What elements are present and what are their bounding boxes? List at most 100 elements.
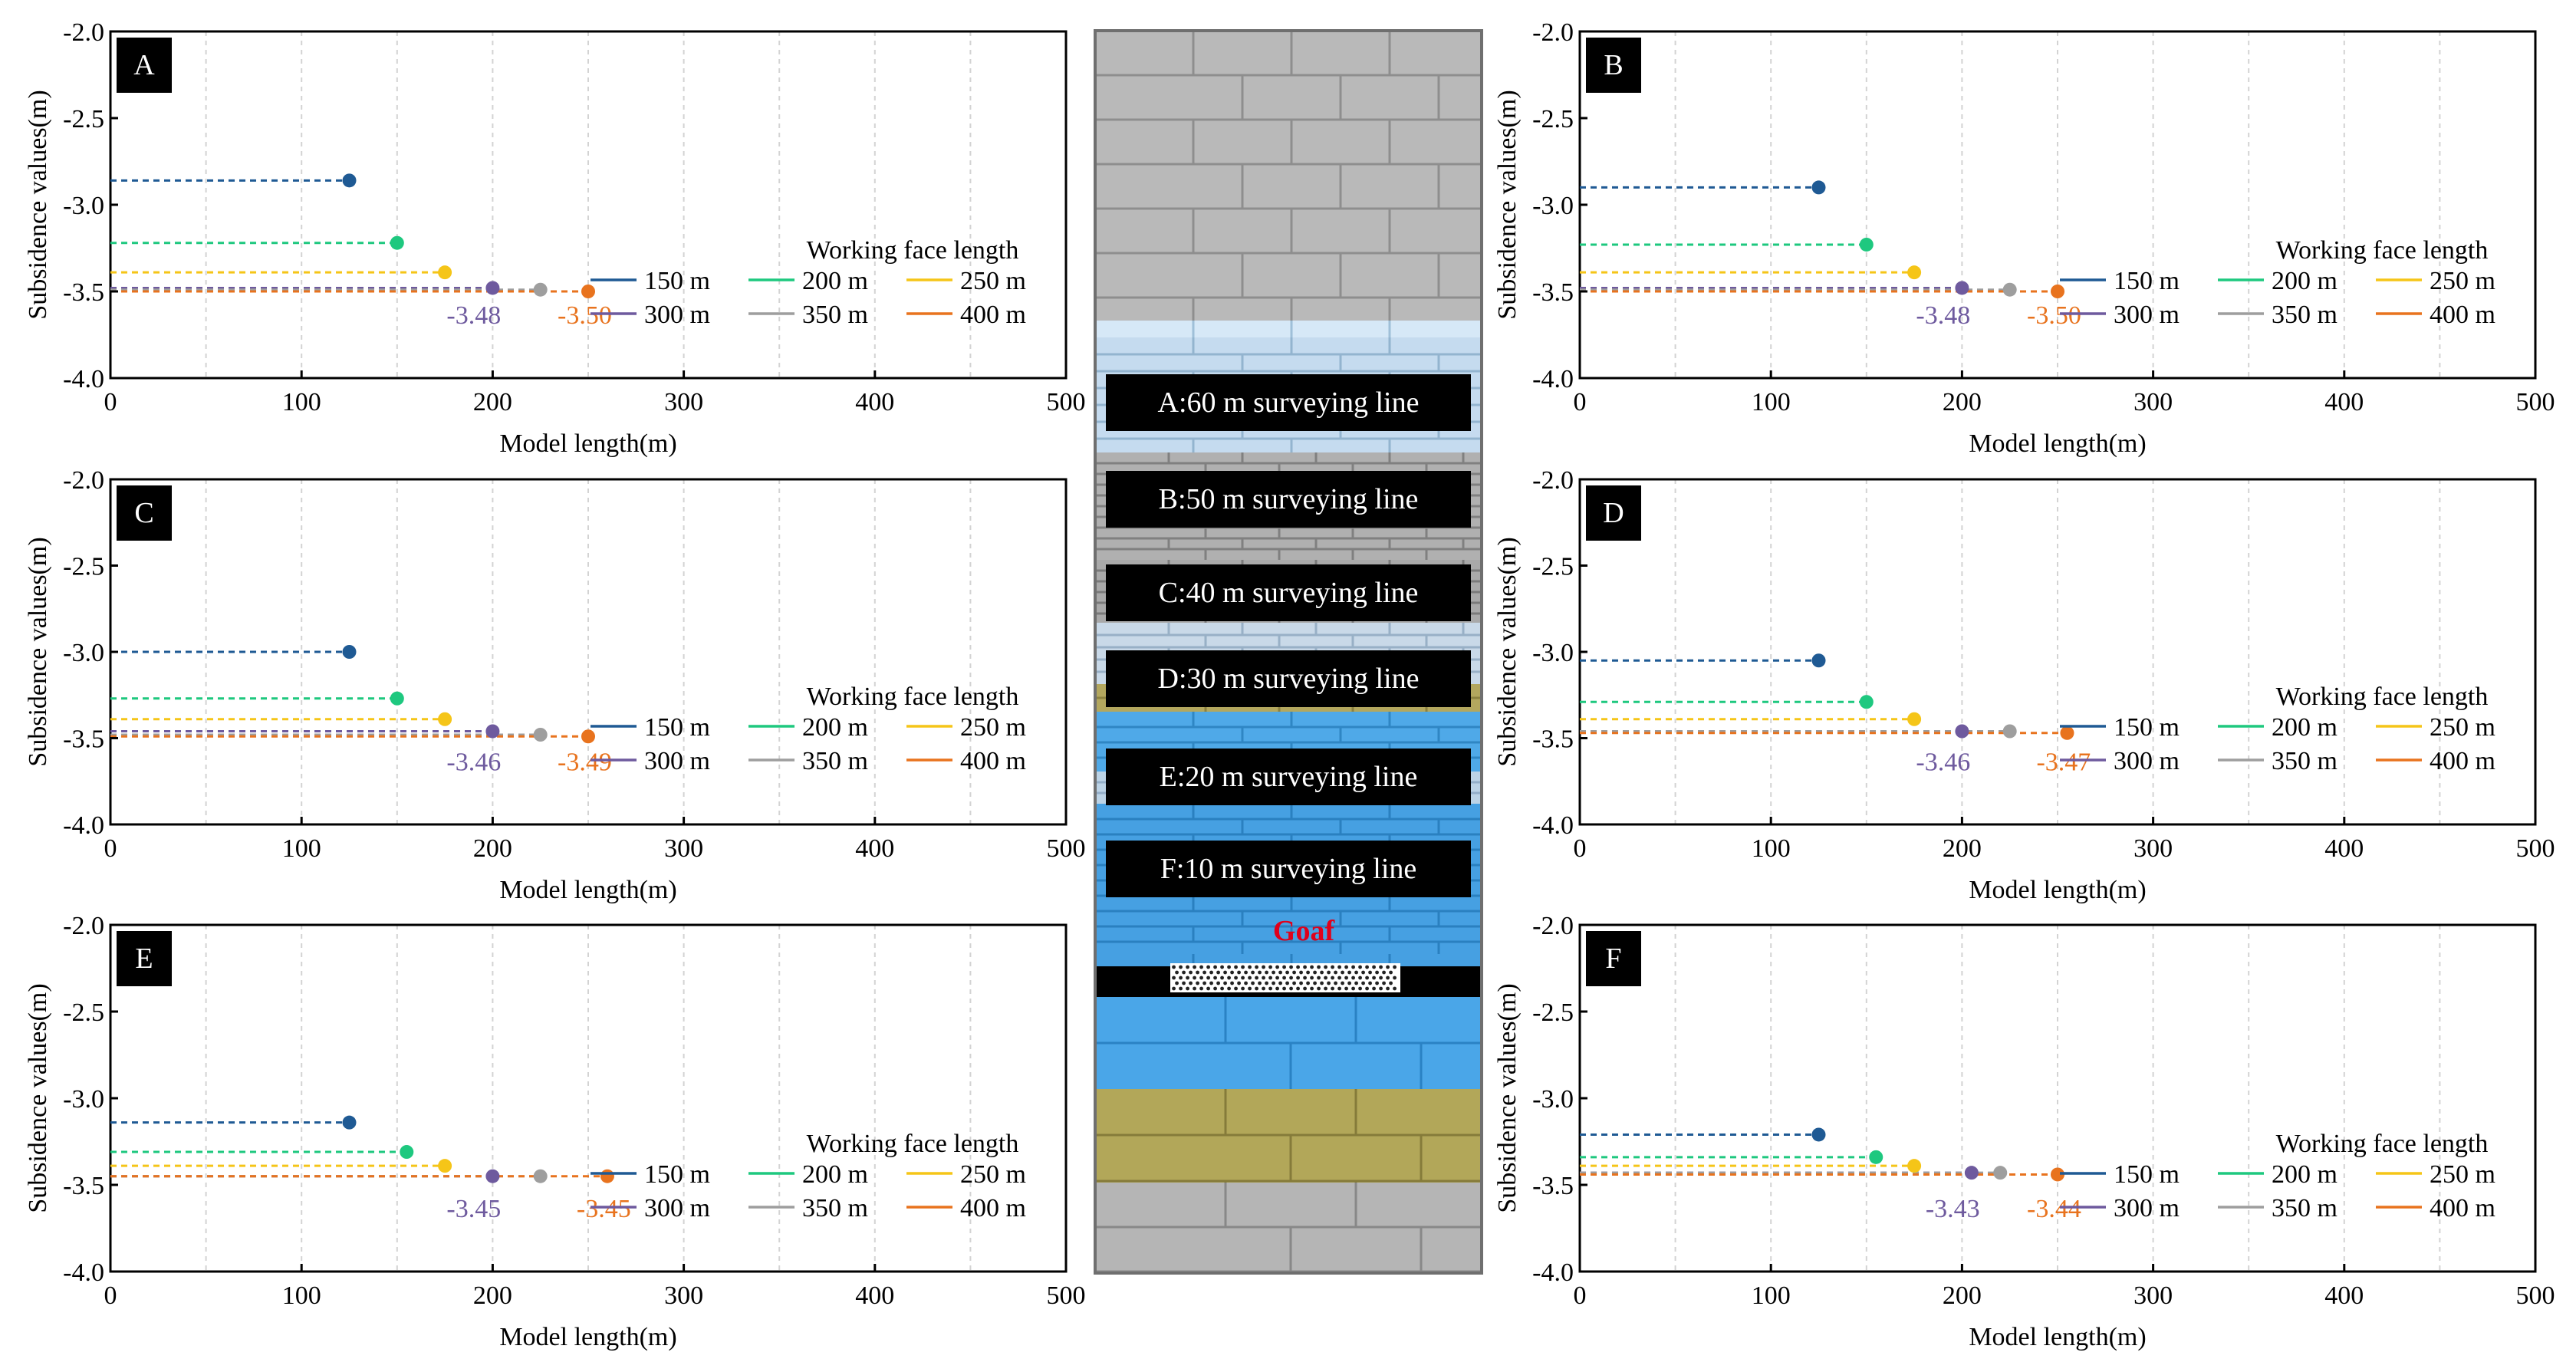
- y-tick-label: -3.0: [1532, 1085, 1574, 1114]
- y-tick-label: -3.0: [63, 639, 104, 667]
- gravel-dot: [1179, 976, 1183, 980]
- minimum-marker: [485, 1169, 500, 1183]
- gravel-dot: [1202, 970, 1206, 975]
- legend-label: 300 m: [644, 1194, 710, 1222]
- gravel-dot: [1351, 986, 1355, 991]
- y-tick-label: -3.5: [63, 1172, 104, 1200]
- gravel-dot: [1206, 986, 1210, 991]
- legend-label: 300 m: [644, 301, 710, 329]
- legend-label: 300 m: [2114, 747, 2180, 775]
- gravel-dot: [1237, 970, 1241, 975]
- panel-F: -3.43 -3.44 0 100 200 300 400 500 -2.0 -2.5 -3.0 -3…: [1493, 912, 2555, 1351]
- min-annotation: -3.50: [558, 301, 612, 330]
- gravel-dot: [1306, 970, 1310, 975]
- y-tick-label: -2.5: [63, 553, 104, 581]
- y-tick-label: -4.0: [1532, 811, 1574, 840]
- gravel-dot: [1317, 965, 1321, 969]
- x-axis-label: Model length(m): [1969, 876, 2146, 904]
- legend-label: 150 m: [2114, 267, 2180, 295]
- gravel-dot: [1248, 976, 1252, 980]
- gravel-dot: [1331, 965, 1334, 969]
- gravel-dot: [1368, 970, 1372, 975]
- gravel-dot: [1393, 976, 1397, 980]
- x-tick-label: 300: [664, 834, 703, 863]
- gravel-dot: [1337, 976, 1341, 980]
- y-tick-label: -2.0: [63, 912, 104, 940]
- legend-label: 150 m: [644, 267, 710, 295]
- gravel-dot: [1230, 970, 1234, 975]
- gravel-dot: [1272, 970, 1275, 975]
- strata-fill: [1095, 321, 1482, 337]
- gravel-dot: [1379, 976, 1383, 980]
- legend-label: 250 m: [960, 1160, 1026, 1189]
- panel-E: -3.45 -3.45 0 100 200 300 400 500 -2.0 -2.5 -3.0 -3…: [24, 912, 1086, 1351]
- legend-title: Working face length: [2276, 683, 2489, 711]
- y-axis-label: Subsidence values(m): [1493, 983, 1522, 1212]
- y-tick-label: -3.5: [63, 725, 104, 754]
- y-tick-label: -2.0: [63, 466, 104, 495]
- gravel-dot: [1175, 970, 1179, 975]
- x-tick-label: 500: [2516, 388, 2555, 416]
- gravel-dot: [1206, 965, 1210, 969]
- gravel-dot: [1209, 970, 1213, 975]
- minimum-marker: [2002, 724, 2017, 739]
- panel-B: -3.48 -3.50 0 100 200 300 400 500 -2.0 -2.5 -3.0 -3…: [1493, 18, 2555, 458]
- gravel-dot: [1199, 986, 1203, 991]
- minimum-marker: [1955, 724, 1969, 739]
- gravel-dot: [1372, 986, 1376, 991]
- x-tick-label: 500: [2516, 834, 2555, 863]
- gravel-dot: [1386, 965, 1390, 969]
- y-tick-label: -3.5: [1532, 1172, 1574, 1200]
- min-annotation: -3.48: [1916, 301, 1970, 330]
- gravel-dot: [1351, 976, 1355, 980]
- x-tick-label: 100: [282, 834, 321, 863]
- x-tick-label: 300: [664, 388, 703, 416]
- gravel-dot: [1386, 986, 1390, 991]
- gravel-dot: [1172, 965, 1176, 969]
- minimum-marker: [390, 235, 404, 250]
- gravel-dot: [1344, 986, 1348, 991]
- x-tick-label: 500: [1047, 1282, 1086, 1310]
- y-tick-label: -2.5: [1532, 553, 1574, 581]
- strata-layer: [1095, 1183, 1482, 1273]
- legend-title: Working face length: [807, 236, 1019, 265]
- x-tick-label: 200: [473, 834, 512, 863]
- gravel-dot: [1379, 965, 1383, 969]
- gravel-dot: [1331, 976, 1334, 980]
- gravel-dot: [1213, 976, 1217, 980]
- gravel-dot: [1196, 981, 1199, 985]
- x-tick-label: 200: [1943, 1282, 1982, 1310]
- minimum-marker: [390, 691, 404, 706]
- gravel-dot: [1313, 970, 1317, 975]
- gravel-dot: [1296, 986, 1300, 991]
- x-tick-label: 400: [2324, 388, 2364, 416]
- gravel-dot: [1220, 986, 1224, 991]
- y-tick-label: -2.0: [1532, 912, 1574, 940]
- gravel-dot: [1216, 981, 1220, 985]
- x-tick-label: 500: [1047, 834, 1086, 863]
- gravel-dot: [1220, 965, 1224, 969]
- goaf-gravel: [1170, 963, 1400, 992]
- gravel-dot: [1347, 981, 1351, 985]
- gravel-dot: [1186, 965, 1189, 969]
- legend-label: 350 m: [802, 1194, 868, 1222]
- gravel-dot: [1386, 976, 1390, 980]
- gravel-dot: [1255, 976, 1258, 980]
- gravel-dot: [1258, 970, 1262, 975]
- legend: Working face length 150 m 200 m 250 m 300 m 3…: [591, 1130, 1026, 1222]
- gravel-dot: [1310, 986, 1314, 991]
- gravel-dot: [1255, 986, 1258, 991]
- legend-label: 400 m: [960, 1194, 1026, 1222]
- gravel-dot: [1320, 970, 1324, 975]
- gravel-dot: [1289, 976, 1293, 980]
- gravel-dot: [1324, 976, 1327, 980]
- minimum-marker: [342, 645, 357, 659]
- legend-label: 200 m: [802, 1160, 868, 1189]
- gravel-dot: [1320, 981, 1324, 985]
- gravel-dot: [1324, 986, 1327, 991]
- minimum-marker: [1869, 1150, 1883, 1164]
- gravel-dot: [1202, 981, 1206, 985]
- gravel-dot: [1255, 965, 1258, 969]
- gravel-dot: [1189, 970, 1193, 975]
- gravel-dot: [1285, 970, 1289, 975]
